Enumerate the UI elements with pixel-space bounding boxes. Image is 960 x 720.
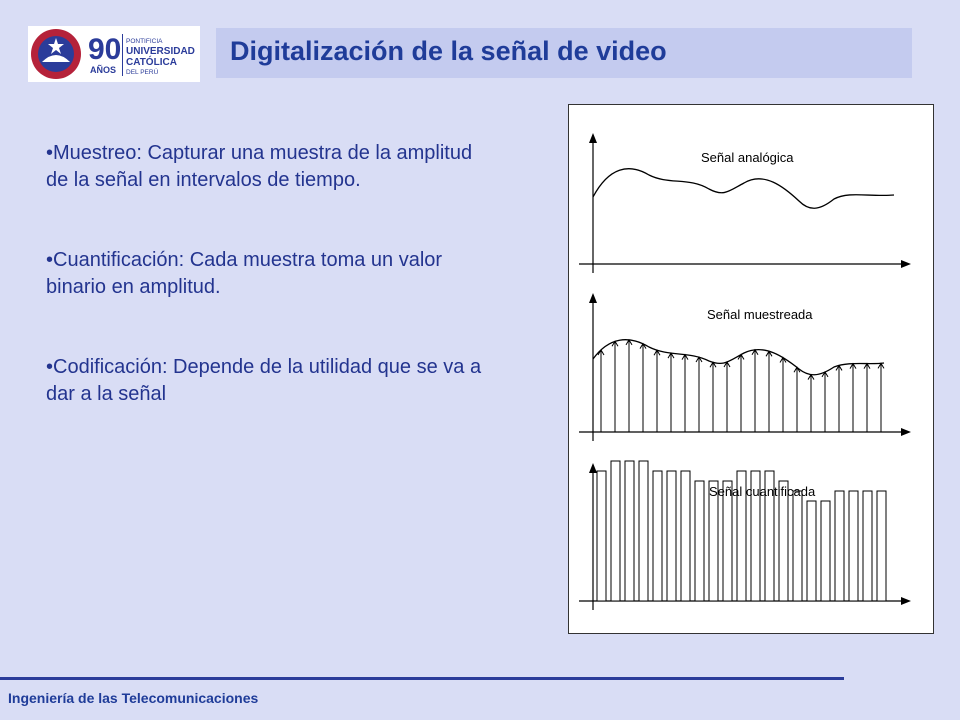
sample-arrowhead — [877, 362, 885, 369]
footer-text: Ingeniería de las Telecomunicaciones — [8, 690, 259, 706]
bullet-cuantificacion: •Cuantificación: Cada muestra toma un va… — [46, 249, 443, 298]
sampled-signal-label: Señal muestreada — [707, 307, 813, 322]
quantized-signal-label: Señal cuantificada — [709, 484, 816, 499]
sample-arrowhead — [793, 366, 801, 373]
signal-diagram: Señal analógica Señal muestreada Señal c… — [568, 104, 934, 634]
bullet-codificacion: •Codificación: Depende de la utilidad qu… — [46, 356, 482, 405]
quantized-bar — [876, 490, 887, 602]
logo-number: 90 — [88, 33, 121, 66]
quantized-bar — [792, 490, 803, 602]
sample-arrowhead — [709, 361, 717, 368]
sample-arrowhead — [639, 342, 647, 349]
sample-arrowhead — [625, 338, 633, 346]
sample-arrowhead — [653, 349, 661, 356]
analog-signal-curve — [592, 168, 895, 209]
sample-arrowhead — [597, 349, 605, 356]
logo-line3: CATÓLICA — [126, 55, 177, 68]
title-bar: Digitalización de la señal de video — [216, 28, 912, 78]
sample-arrowhead — [751, 348, 759, 355]
analog-signal-label: Señal analógica — [701, 150, 794, 165]
quantized-bar — [596, 470, 607, 602]
quantized-bar — [722, 480, 733, 602]
quantized-bar — [638, 460, 649, 602]
sample-arrowhead — [737, 353, 745, 360]
quantized-bar — [750, 470, 761, 602]
sample-arrowhead — [765, 350, 773, 357]
sample-arrowhead — [779, 356, 787, 363]
quantized-bar — [666, 470, 677, 602]
quantized-bar — [778, 480, 789, 602]
sample-arrowhead — [807, 373, 815, 380]
quantized-bar — [848, 490, 859, 602]
bullet-list: •Muestreo: Capturar una muestra de la am… — [46, 140, 486, 461]
bullet-muestreo: •Muestreo: Capturar una muestra de la am… — [46, 142, 473, 191]
logo-line1: PONTIFICIA — [126, 38, 163, 45]
quantized-bar — [680, 470, 691, 602]
sample-arrowhead — [723, 361, 731, 368]
logo-years: AÑOS — [90, 65, 116, 75]
university-logo: 90 AÑOS PONTIFICIA UNIVERSIDAD CATÓLICA … — [28, 26, 200, 82]
sample-arrowhead — [849, 362, 857, 369]
quantized-bar — [834, 490, 845, 602]
sample-arrowhead — [821, 370, 829, 378]
sample-arrowhead — [835, 364, 843, 371]
quantized-bar — [764, 470, 775, 602]
quantized-bar — [806, 500, 817, 602]
quantized-bar — [652, 470, 663, 602]
logo-line2: UNIVERSIDAD — [126, 46, 195, 57]
quantized-bar — [694, 480, 705, 602]
sample-arrowhead — [863, 362, 871, 369]
quantized-bar — [708, 480, 719, 602]
sampled-signal-curve — [592, 339, 885, 376]
sample-arrowhead — [667, 352, 675, 359]
sample-arrowhead — [681, 353, 689, 360]
quantized-bar — [736, 470, 747, 602]
footer-divider — [0, 677, 844, 680]
sample-arrowhead — [611, 340, 619, 347]
quantized-bar — [624, 460, 635, 602]
quantized-bar — [820, 500, 831, 602]
logo-line4: DEL PERÚ — [126, 67, 159, 76]
slide-title: Digitalización de la señal de video — [230, 36, 667, 66]
sample-arrowhead — [695, 356, 703, 363]
quantized-bar — [610, 460, 621, 602]
quantized-bar — [862, 490, 873, 602]
